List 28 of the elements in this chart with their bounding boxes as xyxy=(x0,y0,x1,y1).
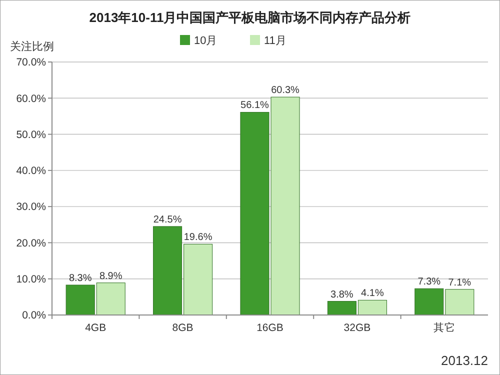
data-label: 8.3% xyxy=(68,273,92,284)
x-tick-label: 4GB xyxy=(85,322,106,334)
y-axis-title: 关注比例 xyxy=(10,40,54,53)
y-tick-label: 30.0% xyxy=(16,201,46,214)
x-tick-label: 16GB xyxy=(256,322,284,334)
data-label: 56.1% xyxy=(240,100,270,112)
x-tick-label: 其它 xyxy=(433,321,456,334)
data-label: 60.3% xyxy=(271,85,300,96)
data-label: 19.6% xyxy=(184,232,212,244)
data-label: 3.8% xyxy=(330,289,354,300)
legend-label: 11月 xyxy=(264,35,286,47)
data-label: 7.3% xyxy=(418,276,441,288)
text: 2013.12 xyxy=(441,353,488,368)
data-label: 8.9% xyxy=(99,270,122,282)
y-tick-label: 0.0% xyxy=(22,310,46,322)
x-tick-label: 8GB xyxy=(172,322,194,334)
y-tick-label: 20.0% xyxy=(16,237,46,250)
y-tick-label: 70.0% xyxy=(16,56,46,69)
y-tick-label: 10.0% xyxy=(16,274,46,286)
x-tick-label: 32GB xyxy=(344,322,371,334)
y-tick-label: 60.0% xyxy=(16,92,46,105)
legend-label: 10月 xyxy=(194,35,218,47)
y-tick-label: 50.0% xyxy=(16,128,46,141)
y-tick-label: 40.0% xyxy=(16,165,46,178)
data-label: 4.1% xyxy=(361,288,384,300)
data-label: 24.5% xyxy=(153,214,182,226)
data-label: 7.1% xyxy=(448,277,472,288)
chart-title: 2013年10-11月中国国产平板电脑市场不同内存产品分析 xyxy=(89,10,411,25)
